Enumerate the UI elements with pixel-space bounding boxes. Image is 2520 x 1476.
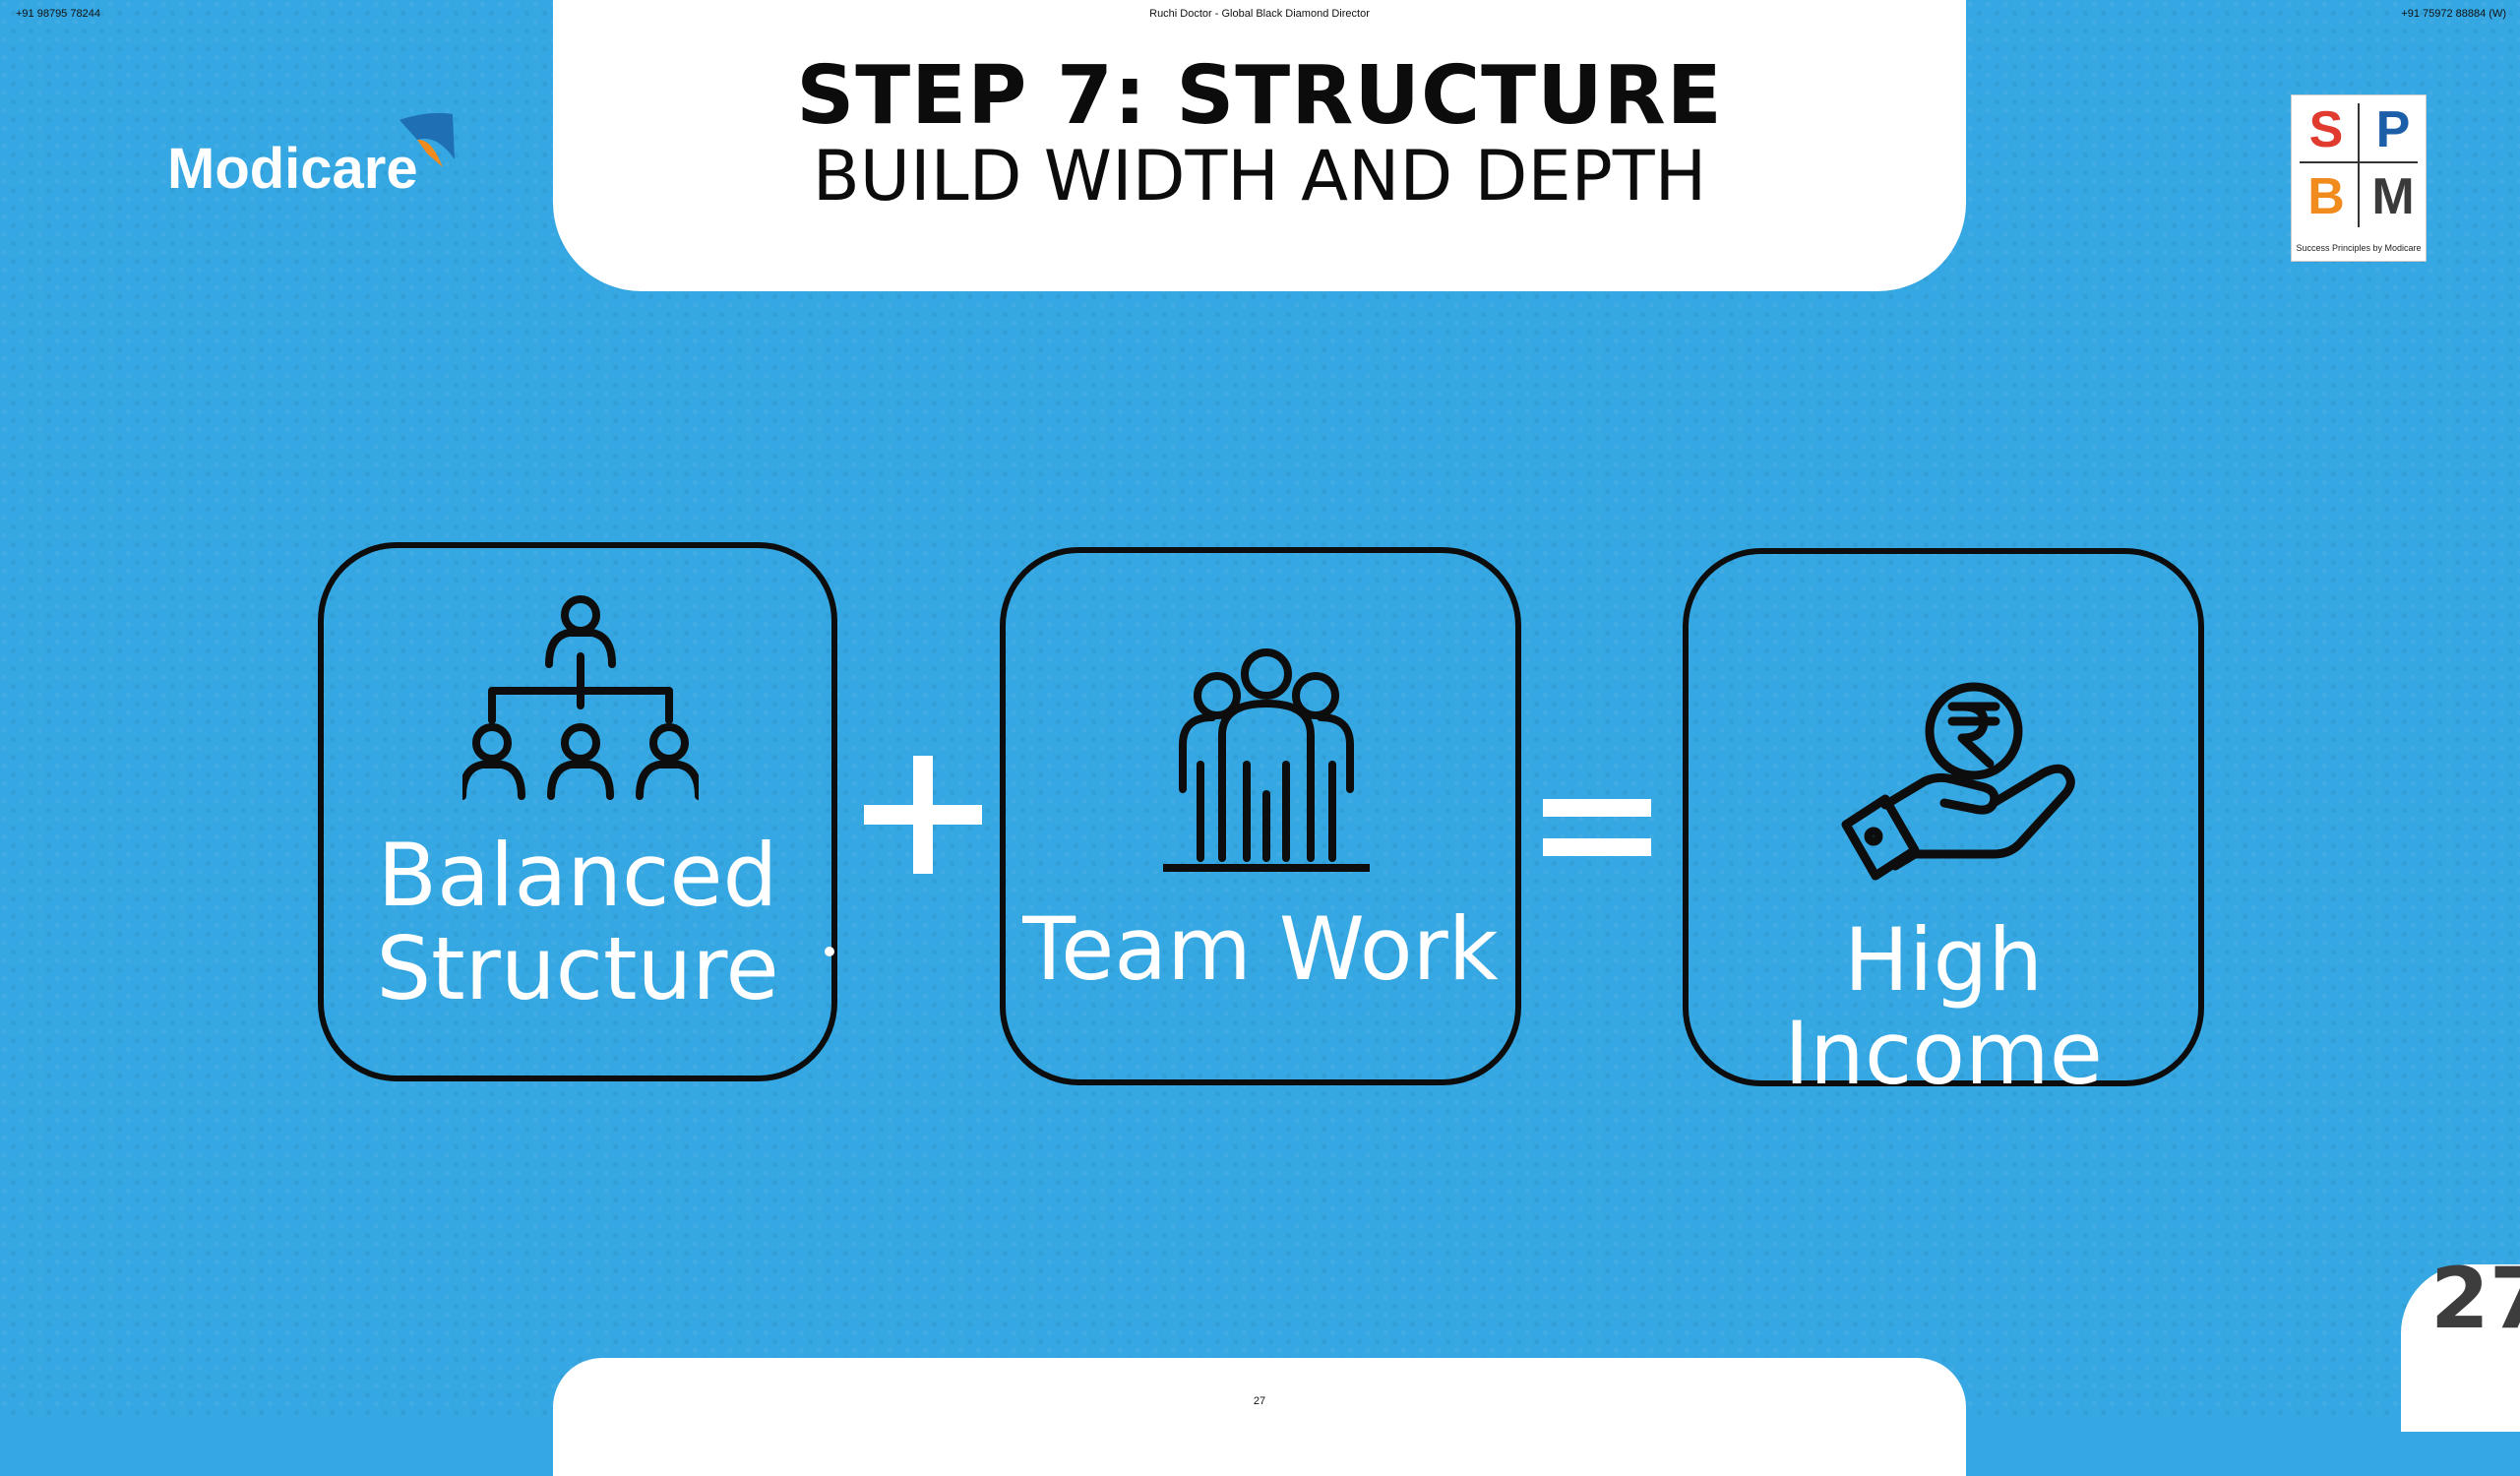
spbm-letter-p: P: [2375, 101, 2411, 158]
card-label-high-income: High Income: [1784, 909, 2103, 1105]
footer-page-small: 27: [1253, 1395, 1266, 1407]
page-subtitle: BUILD WIDTH AND DEPTH: [812, 136, 1707, 216]
spbm-caption: Success Principles by Modicare: [2296, 243, 2422, 253]
team-icon: [1163, 648, 1370, 872]
card-label-structure: Structure: [376, 918, 779, 1019]
spbm-letter-b: B: [2307, 168, 2345, 225]
page-number: 27: [2430, 1250, 2520, 1348]
card-label-balanced: Balanced: [377, 825, 778, 926]
spbm-divider-horizontal: [2300, 161, 2418, 163]
presenter-text: Ruchi Doctor - Global Black Diamond Dire…: [1149, 8, 1370, 20]
stray-dot: [825, 947, 834, 956]
page-title: STEP 7: STRUCTURE: [796, 49, 1723, 143]
phone-left: +91 98795 78244: [16, 8, 100, 20]
hierarchy-icon: [462, 595, 699, 800]
spbm-logo: S P B M Success Principles by Modicare: [2291, 94, 2427, 262]
card-high-income: High Income: [1683, 548, 2204, 1100]
phone-right: +91 75972 88884 (W): [2401, 8, 2506, 20]
bottom-panel: 27: [553, 1358, 1966, 1476]
card-team-work: Team Work: [1000, 547, 1521, 1085]
modicare-logo: Modicare: [167, 137, 418, 201]
plus-icon: [864, 756, 982, 874]
spbm-divider-vertical: [2358, 103, 2360, 227]
spbm-letter-s: S: [2308, 101, 2344, 158]
card-label-team-work: Team Work: [1022, 898, 1499, 1000]
modicare-swoosh-icon: [400, 112, 455, 167]
equals-icon: [1543, 799, 1651, 856]
rupee-hand-icon: [1841, 682, 2075, 881]
card-balanced-structure: Balanced Structure: [318, 542, 837, 1081]
page-badge: [2401, 1264, 2520, 1432]
spbm-letter-m: M: [2371, 168, 2415, 225]
title-panel: Ruchi Doctor - Global Black Diamond Dire…: [553, 0, 1966, 291]
